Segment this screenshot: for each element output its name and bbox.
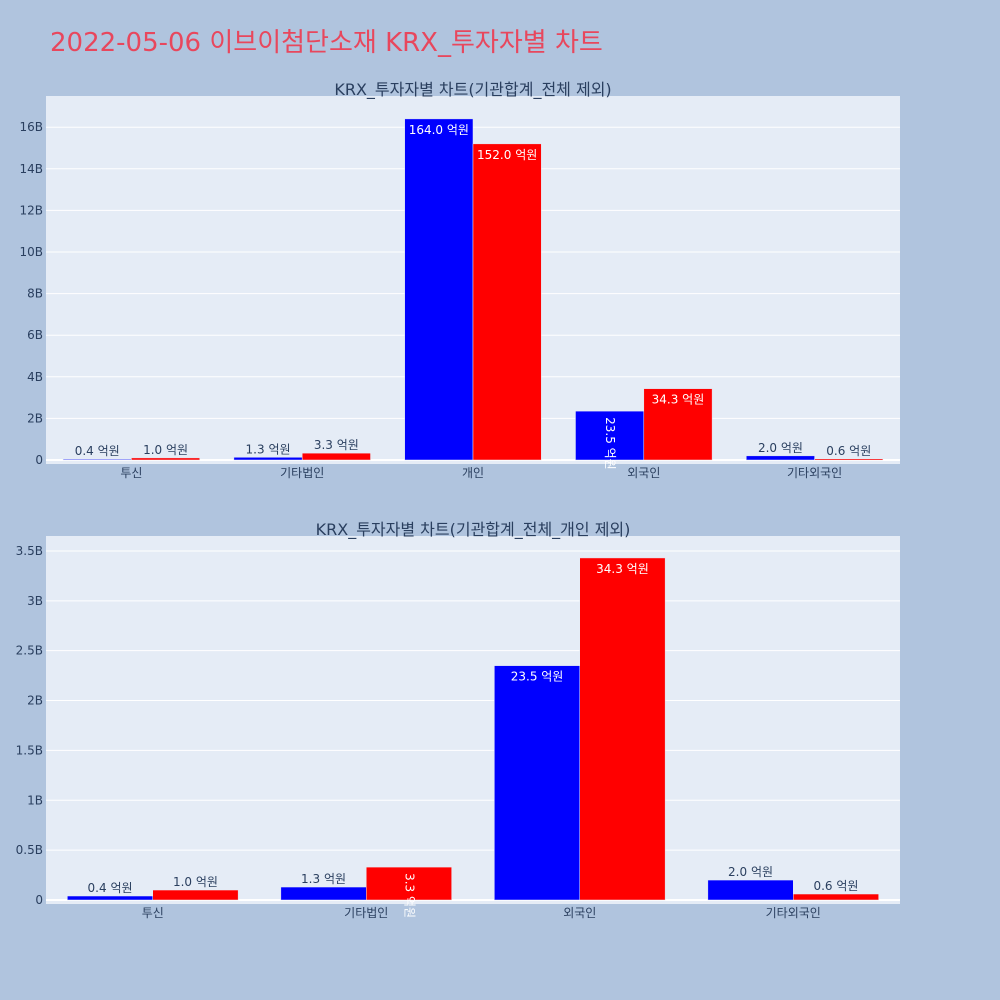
data-label: 152.0 억원 bbox=[477, 148, 537, 162]
data-label: 0.4 억원 bbox=[75, 444, 120, 458]
y-tick-label: 2.5B bbox=[16, 644, 43, 658]
bar bbox=[404, 118, 474, 461]
x-tick-label: 투신 bbox=[120, 466, 142, 480]
page-title: 2022-05-06 이브이첨단소재 KRX_투자자별 차트 bbox=[50, 28, 603, 58]
y-tick-label: 2B bbox=[27, 411, 43, 425]
bar bbox=[366, 866, 452, 901]
y-tick-label: 6B bbox=[27, 328, 43, 342]
bar bbox=[152, 889, 239, 901]
bar bbox=[67, 895, 153, 901]
bar bbox=[494, 665, 581, 901]
y-tick-label: 14B bbox=[19, 162, 43, 176]
data-label: 0.6 억원 bbox=[826, 444, 871, 458]
bar bbox=[793, 893, 879, 901]
y-tick-label: 12B bbox=[19, 203, 43, 217]
data-label: 2.0 억원 bbox=[758, 441, 803, 455]
data-label: 34.3 억원 bbox=[652, 393, 705, 407]
bar bbox=[814, 458, 884, 461]
chart-1: KRX_투자자별 차트(기관합계_전체 제외) 0 2B 4B 6B 8B 10B 12B 14… bbox=[19, 80, 900, 480]
data-label: 23.5 억원 bbox=[603, 417, 617, 470]
bar bbox=[472, 143, 542, 461]
y-tick-label: 0.5B bbox=[16, 843, 43, 857]
y-tick-label: 0 bbox=[35, 453, 43, 467]
bar bbox=[579, 557, 666, 901]
y-tick-label: 16B bbox=[19, 120, 43, 134]
x-tick-label: 외국인 bbox=[563, 906, 596, 920]
x-tick-label: 개인 bbox=[462, 466, 484, 480]
data-label: 1.3 억원 bbox=[246, 442, 291, 456]
y-tick-label: 1B bbox=[27, 793, 43, 807]
bar bbox=[233, 457, 303, 461]
data-label: 3.3 억원 bbox=[402, 873, 416, 918]
data-label: 3.3 억원 bbox=[314, 438, 359, 452]
chart-title: KRX_투자자별 차트(기관합계_전체_개인 제외) bbox=[316, 520, 631, 540]
bar bbox=[707, 879, 794, 901]
bar bbox=[643, 388, 713, 461]
data-label: 1.3 억원 bbox=[301, 872, 346, 886]
bar bbox=[280, 886, 367, 901]
bar bbox=[301, 452, 371, 461]
data-label: 2.0 억원 bbox=[728, 865, 773, 879]
data-label: 0.4 억원 bbox=[88, 881, 133, 895]
data-label: 1.0 억원 bbox=[143, 443, 188, 457]
data-label: 34.3 억원 bbox=[596, 562, 649, 576]
data-label: 23.5 억원 bbox=[511, 670, 564, 684]
chart-title: KRX_투자자별 차트(기관합계_전체 제외) bbox=[334, 80, 611, 100]
data-label: 1.0 억원 bbox=[173, 875, 218, 889]
bar bbox=[575, 410, 645, 461]
y-tick-label: 10B bbox=[19, 245, 43, 259]
y-tick-label: 8B bbox=[27, 287, 43, 301]
y-tick-label: 0 bbox=[35, 893, 43, 907]
bar bbox=[62, 458, 132, 461]
data-label: 0.6 억원 bbox=[813, 879, 858, 893]
y-tick-label: 3.5B bbox=[16, 544, 43, 558]
x-tick-label: 기타외국인 bbox=[787, 466, 842, 480]
y-tick-label: 4B bbox=[27, 370, 43, 384]
x-tick-label: 기타법인 bbox=[280, 466, 324, 480]
data-label: 164.0 억원 bbox=[409, 123, 469, 137]
chart-2: KRX_투자자별 차트(기관합계_전체_개인 제외) 0 0.5B 1B 1.5B 2B 2… bbox=[16, 520, 900, 920]
y-tick-label: 1.5B bbox=[16, 743, 43, 757]
x-tick-label: 기타외국인 bbox=[766, 906, 821, 920]
x-tick-label: 기타법인 bbox=[344, 906, 388, 920]
y-tick-label: 3B bbox=[27, 594, 43, 608]
plot-background bbox=[46, 536, 900, 904]
y-tick-label: 2B bbox=[27, 694, 43, 708]
x-tick-label: 외국인 bbox=[627, 466, 660, 480]
bar bbox=[746, 455, 815, 461]
x-tick-label: 투신 bbox=[142, 906, 164, 920]
bar bbox=[131, 457, 200, 461]
